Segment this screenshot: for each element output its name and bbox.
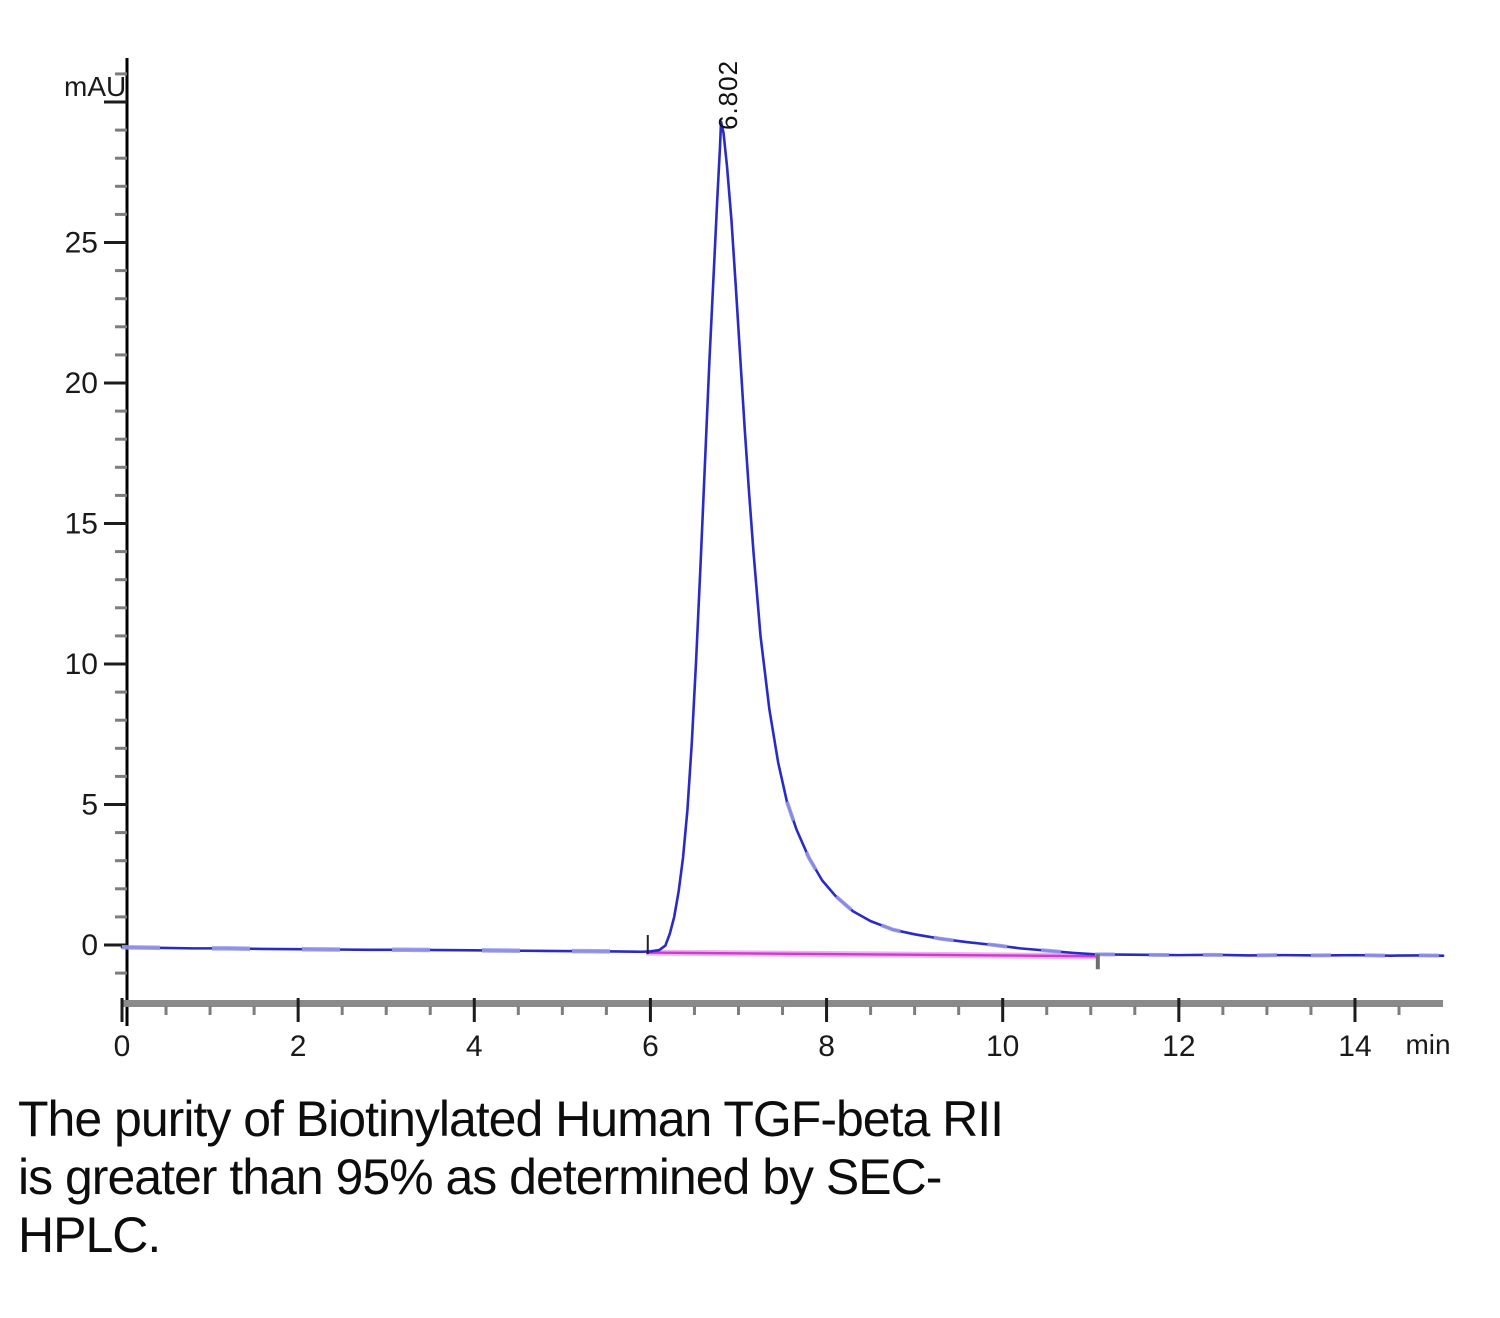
axes-layer (104, 58, 1444, 1026)
y-tick-label: 25 (65, 227, 98, 260)
x-tick-label: 14 (1338, 1030, 1371, 1063)
x-axis-unit-label: min (1405, 1029, 1450, 1060)
caption-line-1: The purity of Biotinylated Human TGF-bet… (18, 1091, 1004, 1147)
integration-baseline (646, 951, 1100, 958)
figure-caption: The purity of Biotinylated Human TGF-bet… (18, 1090, 1438, 1264)
labels-layer: 0 5 10 15 20 25 mAU 0 2 4 6 8 10 12 14 min 6.802 (64, 60, 1451, 1063)
chromatogram-container: 0 5 10 15 20 25 mAU 0 2 4 6 8 10 12 14 min 6.802 (64, 58, 1451, 1063)
uv-trace (120, 120, 1445, 957)
x-tick-label: 2 (290, 1030, 307, 1063)
y-axis-unit-label: mAU (64, 71, 126, 102)
uv-trace-noise (785, 801, 1444, 958)
y-tick-label: 5 (81, 789, 98, 822)
series-layer (120, 120, 1445, 970)
caption-line-2: is greater than 95% as determined by SEC… (18, 1149, 942, 1205)
y-tick-label: 0 (81, 929, 98, 962)
chromatogram-plot: 0 5 10 15 20 25 mAU 0 2 4 6 8 10 12 14 min 6.802 (64, 58, 1451, 1063)
x-tick-label: 8 (818, 1030, 835, 1063)
x-tick-label: 6 (642, 1030, 659, 1063)
x-axis-bar (122, 1000, 1444, 1007)
y-tick-label: 20 (65, 367, 98, 400)
x-tick-label: 4 (466, 1030, 483, 1063)
peak-retention-time-label: 6.802 (713, 60, 743, 130)
y-tick-label: 15 (65, 508, 98, 541)
caption-line-3: HPLC. (18, 1207, 161, 1263)
x-tick-label: 0 (114, 1030, 131, 1063)
x-tick-label: 12 (1162, 1030, 1195, 1063)
y-tick-label: 10 (65, 648, 98, 681)
x-tick-label: 10 (986, 1030, 1019, 1063)
uv-trace-noise (121, 944, 651, 954)
